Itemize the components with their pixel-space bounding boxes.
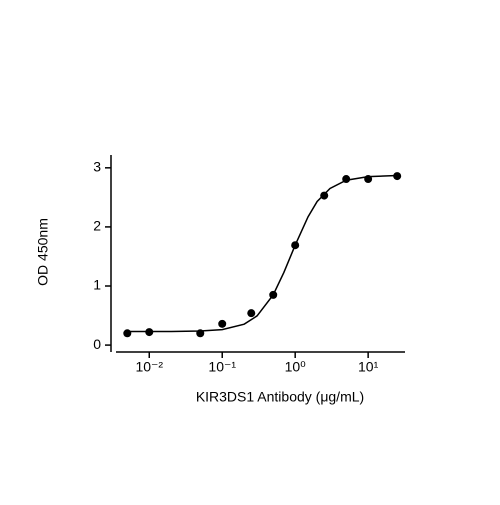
x-axis-label: KIR3DS1 Antibody (μg/mL) — [196, 389, 364, 405]
x-tick-label: 10⁻² — [135, 359, 163, 375]
y-axis-label: OD 450nm — [35, 218, 51, 286]
data-point — [123, 329, 132, 338]
fit-curve — [127, 174, 398, 333]
data-point — [320, 191, 329, 200]
data-point — [218, 319, 227, 328]
x-tick-label: 10¹ — [358, 359, 379, 375]
y-tick-label: 3 — [93, 159, 101, 175]
y-tick-label: 2 — [93, 218, 101, 234]
x-tick-label: 10⁻¹ — [208, 359, 236, 375]
y-tick-label: 0 — [93, 336, 101, 352]
y-tick-label: 1 — [93, 277, 101, 293]
data-point — [247, 309, 256, 318]
x-tick-label: 10⁰ — [285, 359, 307, 375]
